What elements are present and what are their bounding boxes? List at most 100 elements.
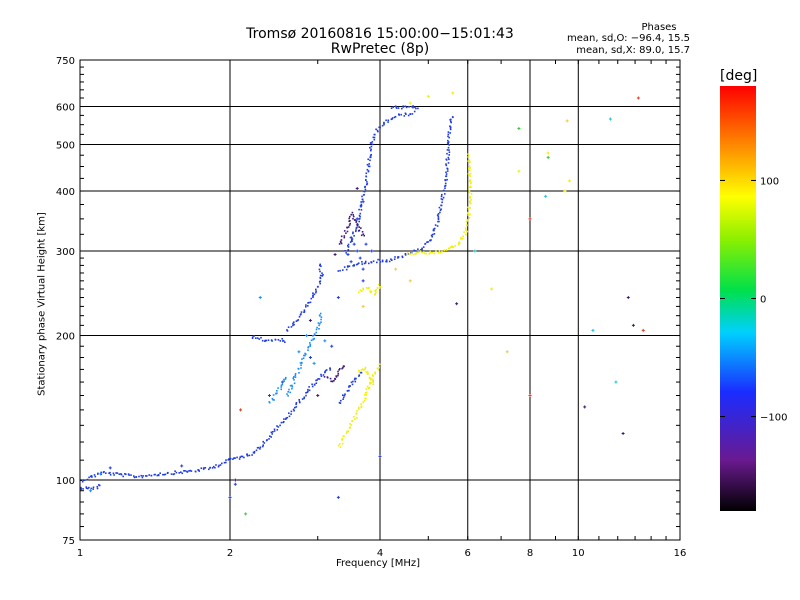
data-point	[300, 311, 303, 313]
data-point	[381, 259, 384, 262]
data-point	[239, 456, 241, 458]
data-point	[373, 138, 376, 141]
data-point	[212, 465, 215, 468]
data-point	[446, 178, 448, 181]
data-point	[469, 179, 472, 181]
data-point	[218, 464, 220, 467]
data-point	[447, 133, 450, 136]
data-point	[315, 288, 317, 291]
data-point	[352, 217, 354, 220]
data-point	[364, 262, 367, 264]
data-point	[356, 410, 358, 412]
data-point	[436, 214, 439, 216]
data-point	[451, 246, 453, 249]
data-point	[319, 315, 321, 317]
data-point	[429, 250, 431, 253]
data-point	[345, 232, 347, 234]
data-point	[362, 401, 364, 403]
data-point	[385, 119, 387, 122]
data-point	[353, 235, 355, 237]
data-series	[244, 126, 550, 516]
data-point	[349, 241, 352, 243]
data-point	[444, 193, 446, 195]
data-point	[90, 487, 93, 490]
data-point	[344, 250, 346, 252]
data-point	[311, 383, 313, 386]
data-point	[351, 240, 353, 242]
data-point	[352, 215, 355, 218]
data-point	[354, 219, 357, 221]
phases-o-stats: mean, sd,O: −96.4, 15.5	[567, 33, 690, 44]
data-point	[273, 428, 276, 431]
data-point	[469, 175, 471, 177]
data-point	[88, 486, 90, 489]
data-point	[241, 455, 244, 458]
data-point	[159, 472, 161, 474]
data-point	[361, 263, 363, 265]
data-point	[440, 208, 442, 210]
data-point	[458, 243, 460, 246]
data-point	[343, 365, 345, 368]
data-point	[279, 424, 281, 427]
data-point	[102, 471, 105, 474]
data-point	[232, 458, 234, 460]
data-point	[292, 377, 294, 379]
data-point	[272, 394, 275, 396]
data-point	[450, 120, 452, 123]
data-point	[175, 471, 178, 474]
data-point	[383, 123, 385, 126]
data-point	[428, 252, 431, 255]
data-point	[291, 384, 293, 387]
data-point	[353, 378, 356, 381]
data-point	[122, 475, 124, 478]
data-point	[447, 146, 450, 149]
data-point	[358, 208, 360, 211]
data-point	[469, 169, 471, 172]
data-point	[415, 252, 417, 255]
data-point	[342, 366, 344, 369]
data-point	[331, 380, 334, 383]
data-point	[469, 185, 472, 188]
data-point	[446, 170, 449, 172]
data-point	[295, 320, 298, 322]
data-point	[153, 473, 156, 476]
data-point	[363, 190, 365, 193]
data-point	[188, 470, 190, 472]
data-point	[355, 412, 358, 415]
data-point	[367, 158, 369, 161]
data-point	[289, 391, 291, 394]
data-point	[173, 473, 176, 475]
data-point	[282, 339, 285, 342]
data-point	[270, 436, 272, 438]
data-point	[379, 286, 382, 288]
data-point	[251, 454, 253, 456]
data-point	[293, 379, 295, 381]
data-point	[361, 290, 363, 292]
data-point	[408, 106, 410, 108]
data-point	[349, 222, 351, 225]
data-point	[135, 476, 137, 478]
data-point	[343, 230, 346, 232]
data-point	[305, 304, 307, 306]
data-point	[366, 370, 369, 373]
data-point	[320, 265, 322, 267]
data-point	[355, 230, 357, 233]
colorbar	[720, 86, 756, 511]
data-point	[401, 255, 404, 258]
data-point	[379, 259, 381, 261]
data-point	[240, 455, 243, 458]
data-point	[445, 164, 448, 167]
data-point	[372, 260, 375, 262]
data-point	[338, 243, 341, 245]
data-point	[86, 478, 89, 481]
data-point	[355, 377, 357, 380]
data-point	[366, 181, 368, 183]
data-point	[368, 377, 371, 379]
data-point	[372, 379, 374, 381]
data-point	[361, 368, 364, 370]
data-point	[269, 435, 271, 437]
data-point	[355, 220, 358, 222]
data-point	[394, 115, 397, 118]
data-point	[120, 473, 123, 476]
data-point	[204, 467, 207, 469]
